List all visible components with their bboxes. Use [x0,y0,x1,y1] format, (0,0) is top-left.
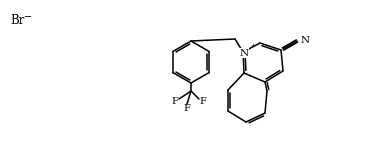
Text: F: F [183,103,190,112]
Text: F: F [199,96,206,106]
Text: −: − [24,12,32,22]
Text: N: N [240,49,248,58]
Text: ⁺: ⁺ [250,42,255,52]
Text: N: N [301,36,310,45]
Text: Br: Br [10,13,25,26]
Text: F: F [171,96,179,106]
